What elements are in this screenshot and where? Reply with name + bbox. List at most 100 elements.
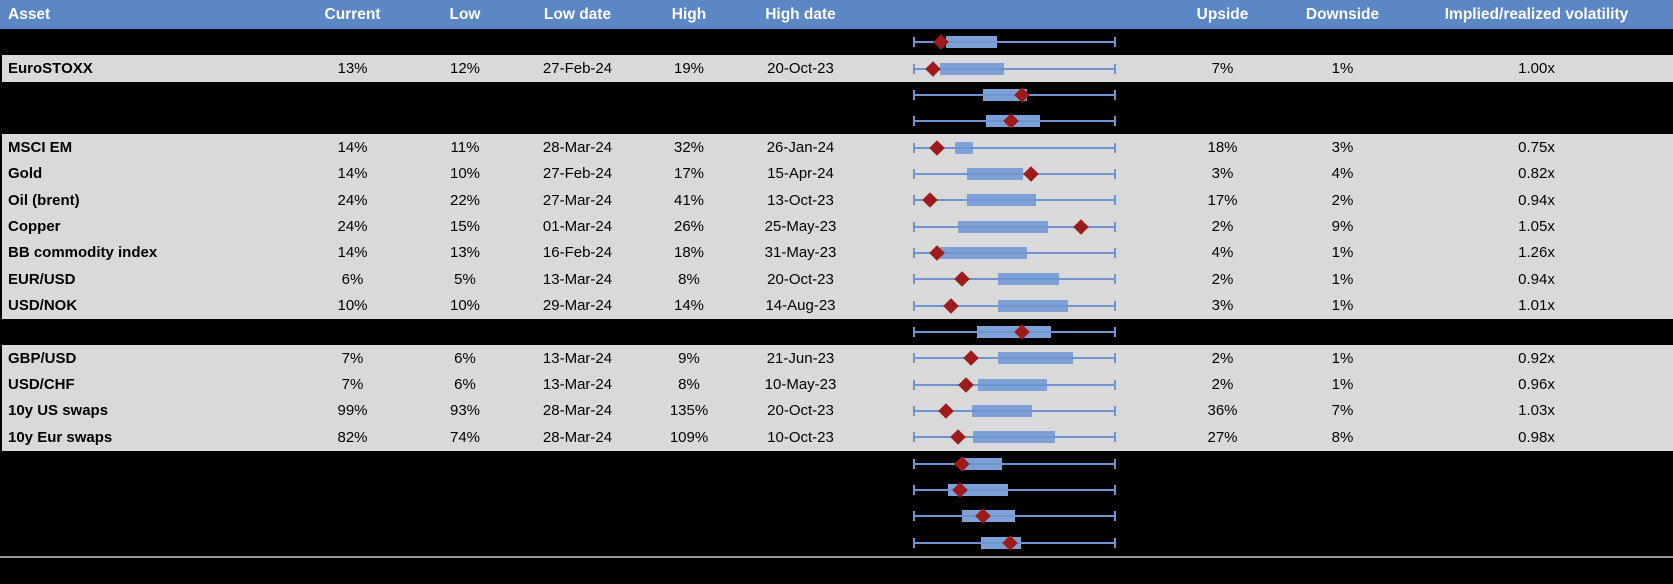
cell-asset[interactable]: BB commodity index bbox=[8, 244, 158, 262]
cell-downside[interactable]: 1% bbox=[1331, 297, 1354, 315]
cell-low_date[interactable]: 28-Mar-24 bbox=[542, 428, 613, 446]
cell-current[interactable]: 6% bbox=[341, 270, 364, 288]
cell-upside[interactable] bbox=[1160, 451, 1285, 477]
cell-high[interactable]: 18% bbox=[673, 244, 705, 262]
cell-upside[interactable] bbox=[1160, 108, 1285, 134]
cell-low_date[interactable] bbox=[510, 503, 645, 529]
cell-high_date[interactable]: 10-Oct-23 bbox=[767, 428, 834, 446]
column-header-chart[interactable] bbox=[868, 0, 1160, 29]
cell-high[interactable]: 41% bbox=[673, 191, 705, 209]
cell-high_date[interactable]: 10-May-23 bbox=[764, 376, 837, 394]
cell-asset[interactable]: USD/NOK bbox=[8, 297, 78, 315]
cell-downside[interactable]: 7% bbox=[1331, 402, 1354, 420]
cell-upside[interactable]: 27% bbox=[1207, 428, 1238, 446]
cell-downside[interactable] bbox=[1285, 451, 1400, 477]
cell-high[interactable]: 9% bbox=[678, 349, 700, 367]
cell-asset[interactable] bbox=[0, 82, 285, 108]
cell-downside[interactable] bbox=[1285, 477, 1400, 503]
cell-upside[interactable]: 7% bbox=[1211, 60, 1234, 78]
cell-iv[interactable]: 0.92x bbox=[1518, 349, 1555, 367]
cell-current[interactable]: 82% bbox=[337, 428, 368, 446]
cell-high_date[interactable] bbox=[733, 477, 868, 503]
cell-high_date[interactable]: 15-Apr-24 bbox=[767, 165, 834, 183]
cell-high_date[interactable]: 31-May-23 bbox=[764, 244, 837, 262]
cell-low[interactable] bbox=[420, 29, 510, 55]
cell-low_date[interactable]: 13-Mar-24 bbox=[542, 376, 613, 394]
cell-current[interactable] bbox=[285, 477, 420, 503]
cell-iv[interactable]: 0.94x bbox=[1518, 191, 1555, 209]
cell-current[interactable] bbox=[285, 108, 420, 134]
cell-low[interactable]: 74% bbox=[449, 428, 481, 446]
cell-high[interactable] bbox=[645, 82, 733, 108]
cell-downside[interactable]: 2% bbox=[1331, 191, 1354, 209]
cell-low_date[interactable]: 28-Mar-24 bbox=[542, 139, 613, 157]
cell-asset[interactable] bbox=[0, 108, 285, 134]
cell-current[interactable] bbox=[285, 530, 420, 556]
cell-low[interactable] bbox=[420, 451, 510, 477]
cell-low[interactable]: 93% bbox=[449, 402, 481, 420]
cell-low_date[interactable] bbox=[510, 29, 645, 55]
cell-low_date[interactable] bbox=[510, 108, 645, 134]
cell-current[interactable] bbox=[285, 503, 420, 529]
cell-high_date[interactable] bbox=[733, 530, 868, 556]
cell-high[interactable]: 32% bbox=[673, 139, 705, 157]
cell-low_date[interactable] bbox=[510, 530, 645, 556]
cell-iv[interactable]: 0.98x bbox=[1518, 428, 1555, 446]
cell-low_date[interactable]: 01-Mar-24 bbox=[542, 218, 613, 236]
cell-high_date[interactable]: 14-Aug-23 bbox=[765, 297, 836, 315]
cell-low_date[interactable] bbox=[510, 319, 645, 345]
column-header-downside[interactable]: Downside bbox=[1305, 5, 1380, 23]
cell-high_date[interactable]: 20-Oct-23 bbox=[767, 402, 834, 420]
cell-iv[interactable]: 1.05x bbox=[1518, 218, 1555, 236]
cell-upside[interactable] bbox=[1160, 503, 1285, 529]
column-header-high_date[interactable]: High date bbox=[765, 5, 836, 23]
cell-iv[interactable] bbox=[1400, 82, 1673, 108]
cell-low[interactable]: 22% bbox=[449, 191, 481, 209]
cell-downside[interactable]: 1% bbox=[1331, 244, 1354, 262]
cell-low_date[interactable]: 13-Mar-24 bbox=[542, 349, 613, 367]
cell-low[interactable]: 15% bbox=[449, 218, 481, 236]
cell-upside[interactable]: 3% bbox=[1211, 165, 1234, 183]
cell-low_date[interactable] bbox=[510, 477, 645, 503]
cell-high_date[interactable] bbox=[733, 108, 868, 134]
cell-low[interactable]: 10% bbox=[449, 165, 481, 183]
cell-iv[interactable] bbox=[1400, 503, 1673, 529]
column-header-low[interactable]: Low bbox=[449, 5, 481, 23]
cell-low[interactable] bbox=[420, 530, 510, 556]
cell-high[interactable] bbox=[645, 319, 733, 345]
cell-current[interactable]: 13% bbox=[337, 60, 368, 78]
cell-downside[interactable]: 4% bbox=[1331, 165, 1354, 183]
cell-high_date[interactable] bbox=[733, 503, 868, 529]
column-header-iv[interactable]: Implied/realized volatility bbox=[1444, 5, 1629, 23]
cell-iv[interactable]: 0.96x bbox=[1518, 376, 1555, 394]
cell-low[interactable]: 10% bbox=[449, 297, 481, 315]
cell-iv[interactable]: 1.00x bbox=[1518, 60, 1555, 78]
cell-high[interactable]: 8% bbox=[678, 376, 700, 394]
cell-downside[interactable] bbox=[1285, 108, 1400, 134]
cell-current[interactable]: 7% bbox=[341, 349, 364, 367]
column-header-low_date[interactable]: Low date bbox=[543, 5, 612, 23]
cell-low[interactable] bbox=[420, 503, 510, 529]
cell-iv[interactable] bbox=[1400, 451, 1673, 477]
cell-downside[interactable]: 3% bbox=[1331, 139, 1354, 157]
cell-current[interactable] bbox=[285, 319, 420, 345]
cell-downside[interactable]: 1% bbox=[1331, 60, 1354, 78]
cell-downside[interactable] bbox=[1285, 82, 1400, 108]
cell-iv[interactable] bbox=[1400, 29, 1673, 55]
cell-high[interactable] bbox=[645, 29, 733, 55]
cell-upside[interactable]: 2% bbox=[1211, 218, 1234, 236]
cell-high_date[interactable]: 20-Oct-23 bbox=[767, 60, 834, 78]
cell-asset[interactable] bbox=[0, 319, 285, 345]
cell-high[interactable]: 8% bbox=[678, 270, 700, 288]
cell-downside[interactable] bbox=[1285, 530, 1400, 556]
cell-high[interactable] bbox=[645, 108, 733, 134]
cell-upside[interactable]: 4% bbox=[1211, 244, 1234, 262]
cell-downside[interactable]: 1% bbox=[1331, 376, 1354, 394]
cell-high_date[interactable]: 13-Oct-23 bbox=[767, 191, 834, 209]
cell-current[interactable]: 14% bbox=[337, 244, 368, 262]
cell-current[interactable]: 24% bbox=[337, 191, 368, 209]
cell-downside[interactable] bbox=[1285, 503, 1400, 529]
cell-asset[interactable]: 10y Eur swaps bbox=[8, 428, 113, 446]
cell-asset[interactable]: 10y US swaps bbox=[8, 402, 109, 420]
column-header-asset[interactable]: Asset bbox=[8, 5, 51, 23]
